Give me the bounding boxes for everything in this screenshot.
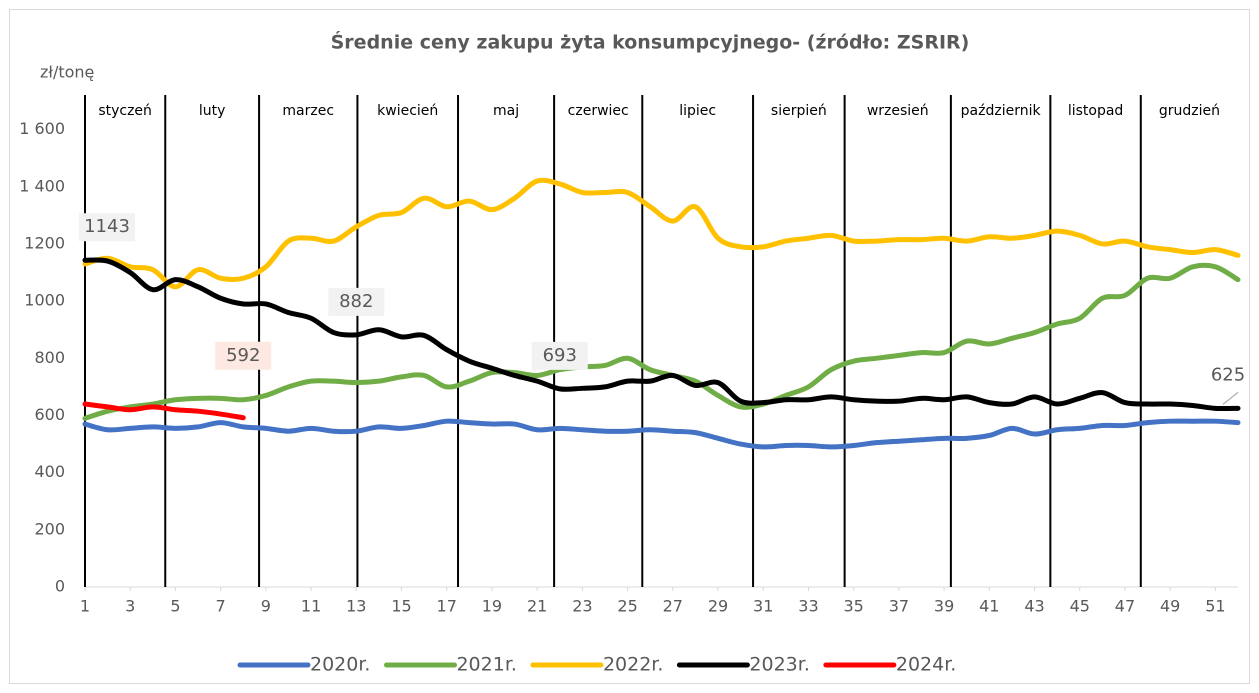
data-label: 882	[339, 291, 373, 312]
month-label: lipiec	[679, 103, 716, 119]
y-tick-label: 800	[34, 348, 65, 367]
y-tick-label: 400	[34, 462, 65, 481]
label-leader	[1222, 391, 1239, 405]
x-tick-label: 1	[80, 597, 90, 616]
month-label: maj	[493, 103, 519, 119]
legend-label: 2022r.	[603, 654, 663, 676]
x-tick-label: 47	[1115, 597, 1135, 616]
x-tick-label: 19	[482, 597, 502, 616]
x-tick-label: 27	[663, 597, 683, 616]
legend-label: 2023r.	[749, 654, 809, 676]
legend-label: 2024r.	[896, 654, 956, 676]
data-label: 1143	[84, 216, 130, 237]
x-tick-label: 29	[708, 597, 728, 616]
data-label-bg	[328, 287, 385, 316]
month-label: wrzesień	[867, 103, 929, 119]
data-label: 625	[1211, 364, 1245, 385]
x-tick-label: 39	[934, 597, 954, 616]
x-tick-label: 11	[301, 597, 321, 616]
series-line	[82, 418, 1241, 450]
y-tick-label: 0	[55, 577, 65, 596]
data-label: 693	[543, 345, 577, 366]
x-tick-label: 35	[843, 597, 863, 616]
month-label: październik	[961, 103, 1042, 119]
x-tick-label: 43	[1024, 597, 1044, 616]
x-tick-label: 33	[798, 597, 818, 616]
data-label-bg	[79, 213, 135, 242]
series-line	[82, 262, 1241, 421]
month-label: listopad	[1068, 103, 1123, 119]
month-label: czerwiec	[568, 103, 629, 119]
data-label-bg	[531, 341, 588, 370]
x-tick-label: 51	[1205, 597, 1225, 616]
month-label: kwiecień	[377, 103, 438, 119]
x-tick-label: 37	[889, 597, 909, 616]
x-tick-label: 49	[1160, 597, 1180, 616]
x-tick-label: 7	[216, 597, 226, 616]
x-tick-label: 41	[979, 597, 999, 616]
x-tick-label: 3	[125, 597, 135, 616]
legend-label: 2020r.	[310, 654, 370, 676]
x-tick-label: 5	[170, 597, 180, 616]
x-tick-label: 13	[346, 597, 366, 616]
series-line	[82, 177, 1241, 290]
month-label: grudzień	[1159, 103, 1220, 119]
month-label: marzec	[282, 103, 334, 119]
y-axis-label: zł/tonę	[40, 63, 94, 82]
x-tick-label: 25	[617, 597, 637, 616]
x-tick-label: 45	[1070, 597, 1090, 616]
month-label: luty	[199, 103, 226, 119]
data-label: 592	[226, 345, 260, 366]
x-tick-label: 15	[391, 597, 411, 616]
y-tick-label: 1 600	[19, 119, 65, 138]
y-tick-label: 1 400	[19, 176, 65, 195]
x-tick-label: 21	[527, 597, 547, 616]
y-tick-label: 1000	[24, 291, 65, 310]
y-tick-label: 600	[34, 405, 65, 424]
y-tick-label: 1200	[24, 233, 65, 252]
month-label: sierpień	[771, 103, 827, 119]
x-tick-label: 23	[572, 597, 592, 616]
month-label: styczeń	[98, 103, 152, 119]
x-tick-label: 17	[437, 597, 457, 616]
data-label-bg	[215, 341, 272, 370]
series-line	[82, 257, 1241, 412]
chart-title: Średnie ceny zakupu żyta konsumpcyjnego-…	[331, 30, 970, 54]
legend-label: 2021r.	[456, 654, 516, 676]
y-tick-label: 200	[34, 519, 65, 538]
x-tick-label: 31	[753, 597, 773, 616]
chart-frame	[9, 9, 1250, 684]
x-tick-label: 9	[261, 597, 271, 616]
series-line	[82, 401, 246, 421]
